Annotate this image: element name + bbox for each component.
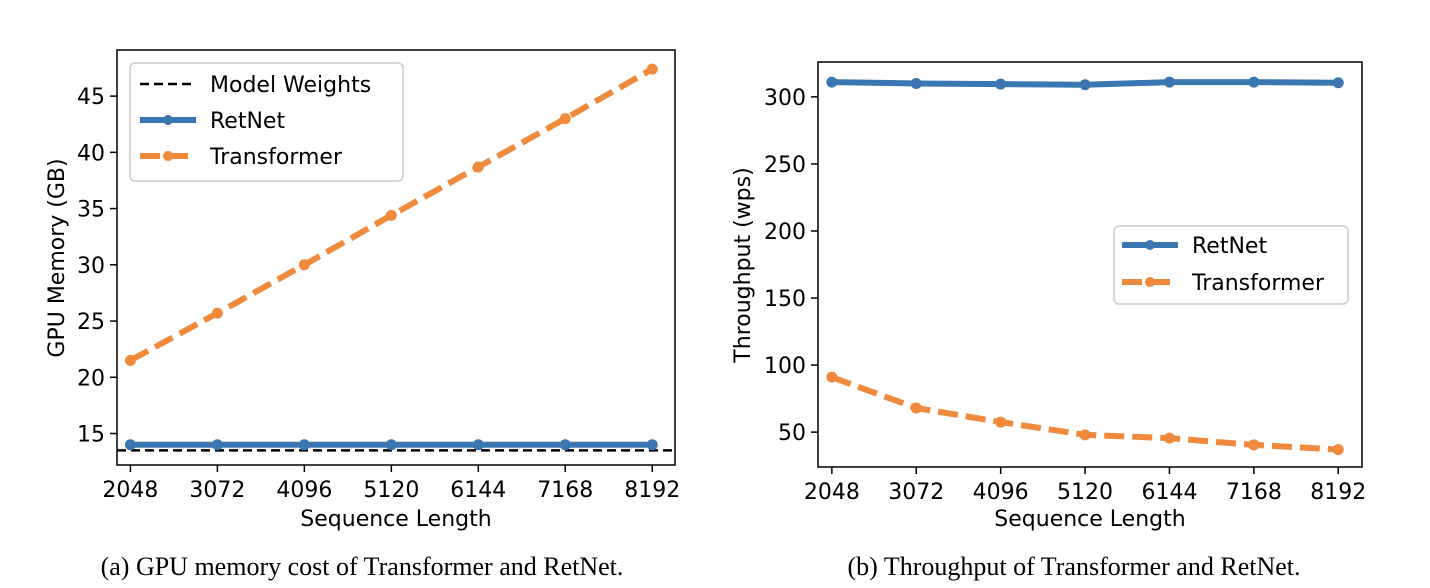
x-tick-label: 7168 bbox=[1226, 480, 1282, 505]
y-axis-label-b: Throughput (wps) bbox=[731, 167, 756, 363]
data-point-transformer bbox=[385, 209, 397, 221]
data-point-transformer bbox=[1163, 432, 1175, 444]
x-tick-label: 3072 bbox=[189, 478, 245, 503]
y-tick-label: 200 bbox=[764, 220, 806, 245]
x-tick-label: 8192 bbox=[624, 478, 680, 503]
legend-label-transformer-b: Transformer bbox=[1191, 271, 1325, 296]
x-tick-label: 8192 bbox=[1310, 480, 1366, 505]
data-point-retnet bbox=[385, 439, 397, 451]
x-tick-label: 6144 bbox=[450, 478, 506, 503]
y-tick-label: 250 bbox=[764, 153, 806, 178]
y-tick-label: 25 bbox=[77, 310, 105, 335]
chart-throughput: 50 100 150 200 250 300 2048 3072 4096 5120 6144 71… bbox=[731, 61, 1366, 581]
data-point-retnet bbox=[559, 439, 571, 451]
data-point-transformer bbox=[559, 113, 571, 125]
caption-a: (a) GPU memory cost of Transformer and R… bbox=[101, 552, 624, 581]
data-point-transformer bbox=[826, 371, 838, 383]
data-point-retnet bbox=[910, 77, 922, 89]
legend-label-transformer-a: Transformer bbox=[209, 145, 343, 170]
data-point-retnet bbox=[1248, 76, 1260, 88]
y-tick-label: 45 bbox=[77, 85, 105, 110]
caption-b: (b) Throughput of Transformer and RetNet… bbox=[847, 552, 1300, 581]
y-tick-label: 35 bbox=[77, 198, 105, 223]
x-tick-label: 2048 bbox=[102, 478, 158, 503]
x-tick-label: 4096 bbox=[973, 480, 1029, 505]
legend-marker-transformer-a bbox=[163, 151, 173, 161]
y-tick-label: 100 bbox=[764, 354, 806, 379]
y-axis-ticks-b: 50 100 150 200 250 300 bbox=[764, 86, 818, 446]
data-point-transformer bbox=[1079, 429, 1091, 441]
data-point-retnet bbox=[472, 439, 484, 451]
data-point-retnet bbox=[124, 439, 136, 451]
x-tick-label: 5120 bbox=[363, 478, 419, 503]
data-point-transformer bbox=[995, 416, 1007, 428]
series-group-a bbox=[124, 63, 658, 451]
legend-label-model-weights: Model Weights bbox=[210, 73, 371, 98]
x-axis-ticks-b: 2048 3072 4096 5120 6144 7168 8192 bbox=[804, 467, 1366, 505]
y-tick-label: 300 bbox=[764, 86, 806, 111]
data-point-retnet bbox=[646, 439, 658, 451]
data-point-transformer bbox=[211, 307, 223, 319]
y-tick-label: 20 bbox=[77, 366, 105, 391]
x-tick-label: 4096 bbox=[276, 478, 332, 503]
x-axis-label-b: Sequence Length bbox=[994, 507, 1185, 532]
legend-b: RetNet Transformer bbox=[1113, 225, 1349, 305]
plot-frame-b bbox=[817, 61, 1363, 468]
legend-box-a bbox=[129, 62, 404, 182]
data-point-retnet bbox=[211, 439, 223, 451]
x-tick-label: 5120 bbox=[1057, 480, 1113, 505]
x-tick-label: 3072 bbox=[888, 480, 944, 505]
series-group-b bbox=[826, 76, 1344, 456]
y-axis-label-a: GPU Memory (GB) bbox=[45, 158, 70, 357]
x-tick-label: 7168 bbox=[537, 478, 593, 503]
y-tick-label: 150 bbox=[764, 287, 806, 312]
y-tick-label: 30 bbox=[77, 254, 105, 279]
legend-label-retnet-a: RetNet bbox=[210, 109, 285, 134]
data-point-transformer bbox=[910, 402, 922, 414]
data-point-transformer bbox=[1248, 439, 1260, 451]
data-point-transformer bbox=[298, 259, 310, 271]
x-tick-label: 2048 bbox=[804, 480, 860, 505]
legend-marker-retnet-b bbox=[1145, 240, 1155, 250]
data-point-retnet bbox=[1079, 79, 1091, 91]
data-point-transformer bbox=[472, 161, 484, 173]
data-point-retnet bbox=[1163, 76, 1175, 88]
legend-marker-transformer-b bbox=[1145, 277, 1155, 287]
data-point-retnet bbox=[995, 78, 1007, 90]
y-tick-label: 40 bbox=[77, 141, 105, 166]
data-point-transformer bbox=[1332, 444, 1344, 456]
legend-marker-retnet-a bbox=[163, 115, 173, 125]
data-point-transformer bbox=[124, 354, 136, 366]
data-point-retnet bbox=[1332, 77, 1344, 89]
legend-a: Model Weights RetNet Transformer bbox=[129, 62, 404, 182]
y-axis-ticks-a: 15 20 25 30 35 40 45 bbox=[77, 85, 117, 448]
data-point-retnet bbox=[298, 439, 310, 451]
data-point-transformer bbox=[646, 63, 658, 75]
y-tick-label: 15 bbox=[77, 423, 105, 448]
x-axis-label-a: Sequence Length bbox=[300, 507, 491, 532]
data-point-retnet bbox=[826, 76, 838, 88]
x-tick-label: 6144 bbox=[1141, 480, 1197, 505]
y-tick-label: 50 bbox=[778, 421, 806, 446]
plot-frame-a bbox=[116, 49, 676, 466]
chart-gpu-memory: 15 20 25 30 35 40 45 2048 3072 4096 5120 6144 7168 8… bbox=[45, 49, 680, 581]
legend-label-retnet-b: RetNet bbox=[1192, 234, 1267, 259]
x-axis-ticks-a: 2048 3072 4096 5120 6144 7168 8192 bbox=[102, 465, 680, 503]
